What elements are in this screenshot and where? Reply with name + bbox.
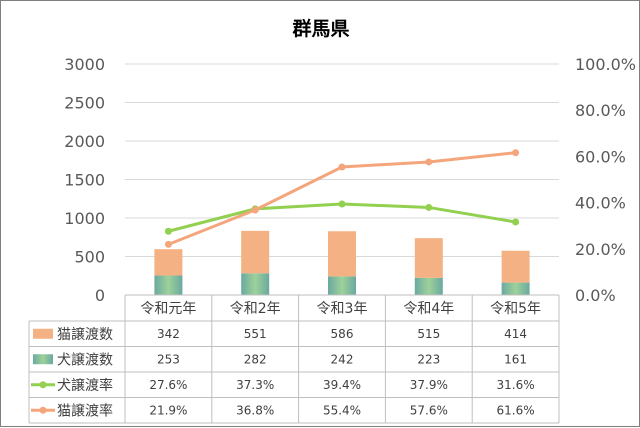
- row-label: 犬譲渡数: [57, 352, 113, 368]
- dog-bar: [328, 276, 356, 295]
- left-tick-label: 3000: [64, 55, 105, 74]
- legend-key: [39, 406, 47, 414]
- table-cell: 61.6%: [497, 403, 535, 417]
- left-tick-label: 1000: [64, 209, 105, 228]
- legend-key: [33, 328, 53, 339]
- table-cell: 253: [157, 352, 180, 366]
- right-tick-label: 100.0%: [575, 55, 636, 74]
- cat-rate-point: [512, 149, 520, 157]
- table-cell: 37.3%: [236, 378, 274, 392]
- table-cell: 551: [244, 327, 267, 341]
- table-cell: 39.4%: [323, 378, 361, 392]
- cat-rate-point: [251, 206, 259, 214]
- table-cell: 27.6%: [149, 378, 187, 392]
- left-tick-label: 2000: [64, 132, 105, 151]
- dog-rate-point: [164, 227, 172, 235]
- cat-rate-point: [425, 158, 433, 166]
- cat-bar: [241, 230, 270, 274]
- line-series: [164, 149, 520, 248]
- dog-rate-point: [425, 203, 433, 211]
- table-cell: 57.6%: [410, 403, 448, 417]
- table-cell: 282: [244, 352, 267, 366]
- cat-bar: [328, 231, 356, 277]
- right-tick-label: 0.0%: [575, 286, 616, 305]
- row-label: 猫譲渡率: [57, 402, 113, 419]
- right-tick-label: 20.0%: [575, 240, 626, 259]
- cat-bar: [414, 238, 443, 278]
- cat-rate-point: [338, 163, 346, 171]
- left-tick-label: 0: [95, 286, 105, 305]
- dog-rate-point: [512, 218, 520, 226]
- gridlines: [125, 63, 559, 257]
- cat-rate-point: [164, 240, 172, 248]
- category-label: 令和5年: [490, 301, 541, 317]
- dog-bar: [414, 277, 443, 295]
- dog-bar: [241, 273, 270, 295]
- table-cell: 21.9%: [149, 403, 187, 417]
- table-cell: 515: [417, 327, 440, 341]
- dog-rate-point: [338, 200, 346, 208]
- dog-bar: [154, 275, 183, 295]
- table-cell: 161: [504, 352, 527, 366]
- right-tick-label: 40.0%: [575, 194, 626, 213]
- table-cell: 223: [417, 352, 440, 366]
- table-cell: 342: [157, 327, 180, 341]
- category-label: 令和元年: [140, 301, 196, 317]
- right-y-axis: 0.0% 20.0% 40.0% 60.0% 80.0% 100.0%: [575, 55, 636, 305]
- left-tick-label: 500: [74, 248, 105, 267]
- left-tick-label: 1500: [64, 171, 105, 190]
- row-label: 犬譲渡率: [57, 377, 113, 394]
- left-tick-label: 2500: [64, 94, 105, 113]
- table-cell: 414: [504, 327, 527, 341]
- legend-key: [33, 354, 53, 365]
- category-label: 令和4年: [403, 301, 454, 317]
- right-tick-label: 80.0%: [575, 101, 626, 120]
- table-cell: 55.4%: [323, 403, 361, 417]
- category-label: 令和2年: [230, 301, 281, 317]
- table-cell: 242: [331, 352, 354, 366]
- right-tick-label: 60.0%: [575, 147, 626, 166]
- cat-bar: [501, 250, 530, 283]
- left-y-axis: 0 500 1000 1500 2000 2500 3000: [64, 55, 105, 305]
- dog-bar: [501, 282, 530, 295]
- cat-bar: [154, 249, 183, 276]
- legend-key: [39, 381, 47, 389]
- category-label: 令和3年: [317, 301, 368, 317]
- table-cell: 37.9%: [410, 378, 448, 392]
- table-cell: 31.6%: [497, 378, 535, 392]
- bar-series: [154, 230, 530, 295]
- table-cell: 586: [331, 327, 354, 341]
- row-label: 猫譲渡数: [57, 327, 113, 343]
- chart-title: 群馬県: [291, 17, 349, 40]
- table-cell: 36.8%: [236, 403, 274, 417]
